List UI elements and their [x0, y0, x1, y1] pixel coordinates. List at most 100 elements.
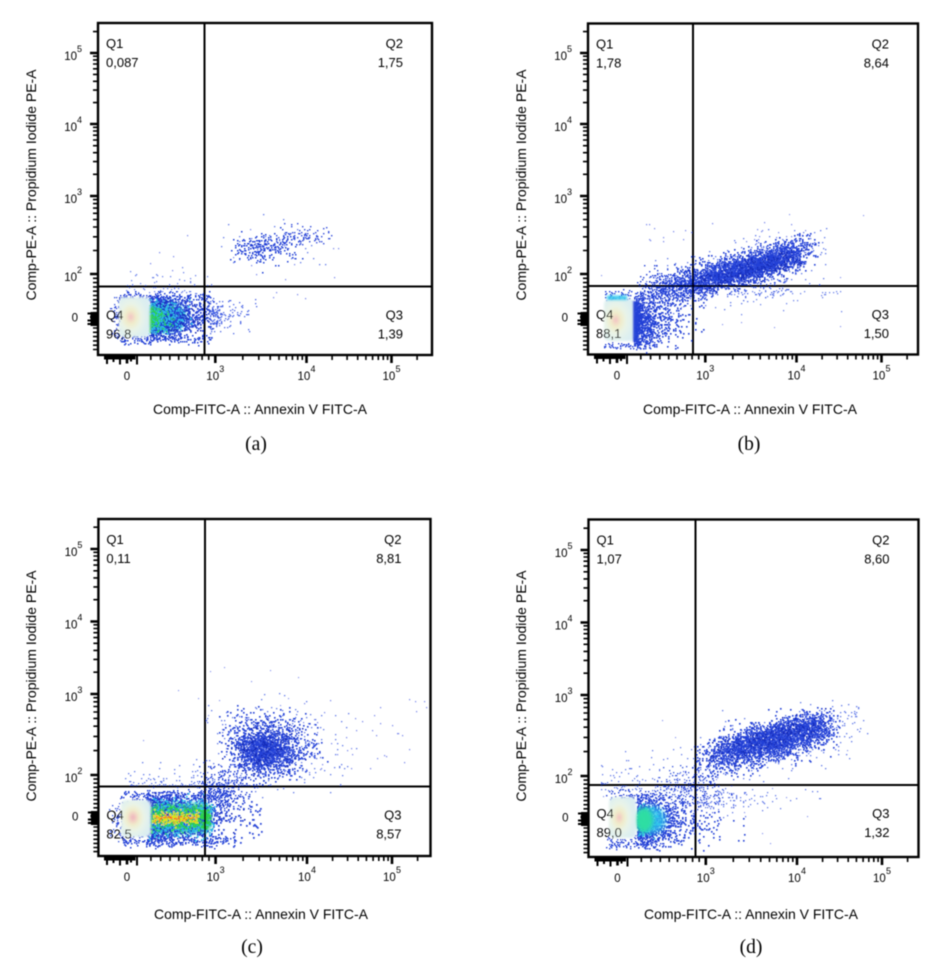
svg-text:Comp-PE-A :: Propidium Iodide: Comp-PE-A :: Propidium Iodide PE-A: [23, 69, 39, 301]
svg-text:(b): (b): [738, 434, 761, 455]
svg-text:10: 10: [65, 773, 78, 785]
svg-text:10: 10: [696, 371, 709, 383]
svg-text:5: 5: [77, 44, 82, 54]
svg-text:4: 4: [801, 866, 806, 876]
svg-text:10: 10: [873, 873, 886, 885]
svg-text:Comp-PE-A :: Propidium Iodide: Comp-PE-A :: Propidium Iodide PE-A: [23, 570, 39, 802]
svg-text:89,0: 89,0: [597, 825, 622, 840]
svg-text:2: 2: [568, 767, 573, 777]
svg-text:Q3: Q3: [872, 307, 889, 322]
svg-text:Q1: Q1: [106, 532, 123, 547]
svg-text:0: 0: [124, 872, 130, 884]
svg-text:4: 4: [567, 115, 572, 125]
svg-text:10: 10: [555, 693, 568, 705]
svg-text:3: 3: [568, 686, 573, 696]
svg-text:0,11: 0,11: [106, 551, 130, 566]
svg-text:10: 10: [554, 194, 567, 206]
svg-text:5: 5: [396, 865, 401, 875]
svg-text:0: 0: [562, 813, 568, 825]
svg-text:1,50: 1,50: [864, 326, 889, 341]
svg-text:Q3: Q3: [384, 808, 401, 823]
svg-text:4: 4: [77, 115, 82, 125]
svg-text:10: 10: [383, 872, 396, 884]
svg-text:10: 10: [788, 873, 801, 885]
svg-text:88,1: 88,1: [596, 326, 621, 341]
svg-text:Comp-FITC-A :: Annexin V FITC-: Comp-FITC-A :: Annexin V FITC-A: [153, 401, 368, 417]
svg-text:10: 10: [555, 774, 568, 786]
svg-text:10: 10: [554, 51, 567, 63]
svg-text:8,81: 8,81: [376, 551, 401, 566]
svg-text:Q4: Q4: [596, 307, 613, 322]
svg-text:Q1: Q1: [596, 37, 613, 52]
svg-text:10: 10: [64, 122, 77, 134]
svg-text:Q4: Q4: [106, 308, 123, 323]
svg-text:4: 4: [311, 364, 316, 374]
svg-text:8,60: 8,60: [864, 552, 889, 567]
svg-text:5: 5: [886, 866, 891, 876]
svg-text:5: 5: [396, 364, 401, 374]
svg-text:0: 0: [72, 812, 78, 824]
svg-text:Q2: Q2: [384, 532, 401, 547]
svg-text:10: 10: [65, 692, 78, 704]
svg-text:10: 10: [788, 371, 801, 383]
svg-text:0: 0: [562, 313, 568, 325]
svg-text:0,087: 0,087: [106, 55, 139, 70]
svg-text:Comp-PE-A :: Propidium Iodide: Comp-PE-A :: Propidium Iodide PE-A: [513, 570, 529, 802]
svg-text:Q1: Q1: [106, 36, 123, 51]
svg-text:10: 10: [298, 371, 311, 383]
svg-text:96,8: 96,8: [106, 327, 131, 342]
svg-text:3: 3: [77, 685, 82, 695]
svg-text:3: 3: [77, 187, 82, 197]
svg-text:10: 10: [64, 272, 77, 284]
svg-text:0: 0: [614, 873, 620, 885]
svg-text:10: 10: [555, 621, 568, 633]
svg-text:10: 10: [697, 873, 710, 885]
svg-text:(c): (c): [241, 937, 263, 958]
svg-text:4: 4: [568, 614, 573, 624]
svg-text:10: 10: [64, 51, 77, 63]
svg-text:3: 3: [219, 364, 224, 374]
svg-text:Comp-FITC-A :: Annexin V FITC-: Comp-FITC-A :: Annexin V FITC-A: [154, 906, 369, 922]
svg-text:(a): (a): [245, 434, 267, 455]
svg-text:10: 10: [383, 371, 396, 383]
svg-text:Q4: Q4: [597, 806, 614, 821]
svg-text:3: 3: [710, 866, 715, 876]
svg-text:1,75: 1,75: [378, 55, 403, 70]
svg-text:8,57: 8,57: [376, 827, 401, 842]
svg-text:5: 5: [886, 364, 891, 374]
svg-text:10: 10: [555, 548, 568, 560]
svg-text:0: 0: [124, 371, 130, 383]
svg-text:1,78: 1,78: [596, 56, 621, 71]
svg-text:1,32: 1,32: [864, 825, 889, 840]
svg-text:10: 10: [64, 194, 77, 206]
svg-text:Q2: Q2: [872, 37, 889, 52]
svg-text:2: 2: [77, 766, 82, 776]
svg-text:(d): (d): [740, 937, 763, 958]
svg-text:4: 4: [311, 865, 316, 875]
svg-text:Q3: Q3: [872, 806, 889, 821]
svg-text:82,5: 82,5: [106, 827, 131, 842]
svg-text:3: 3: [709, 364, 714, 374]
svg-text:3: 3: [567, 187, 572, 197]
svg-text:10: 10: [298, 872, 311, 884]
svg-text:Q3: Q3: [386, 308, 403, 323]
svg-text:10: 10: [65, 620, 78, 632]
svg-text:0: 0: [614, 371, 620, 383]
svg-text:0: 0: [72, 313, 78, 325]
svg-text:Comp-FITC-A :: Annexin V FITC-: Comp-FITC-A :: Annexin V FITC-A: [643, 401, 858, 417]
svg-text:10: 10: [873, 371, 886, 383]
svg-text:Q1: Q1: [597, 533, 614, 548]
svg-text:10: 10: [554, 122, 567, 134]
svg-text:Q4: Q4: [106, 808, 123, 823]
svg-text:Q2: Q2: [872, 533, 889, 548]
svg-text:5: 5: [77, 540, 82, 550]
svg-text:1,07: 1,07: [597, 552, 622, 567]
svg-text:5: 5: [568, 541, 573, 551]
svg-text:10: 10: [554, 272, 567, 284]
svg-text:8,64: 8,64: [864, 56, 889, 71]
svg-text:10: 10: [206, 371, 219, 383]
svg-text:3: 3: [220, 865, 225, 875]
svg-text:4: 4: [77, 613, 82, 623]
svg-text:5: 5: [567, 44, 572, 54]
svg-text:10: 10: [65, 547, 78, 559]
